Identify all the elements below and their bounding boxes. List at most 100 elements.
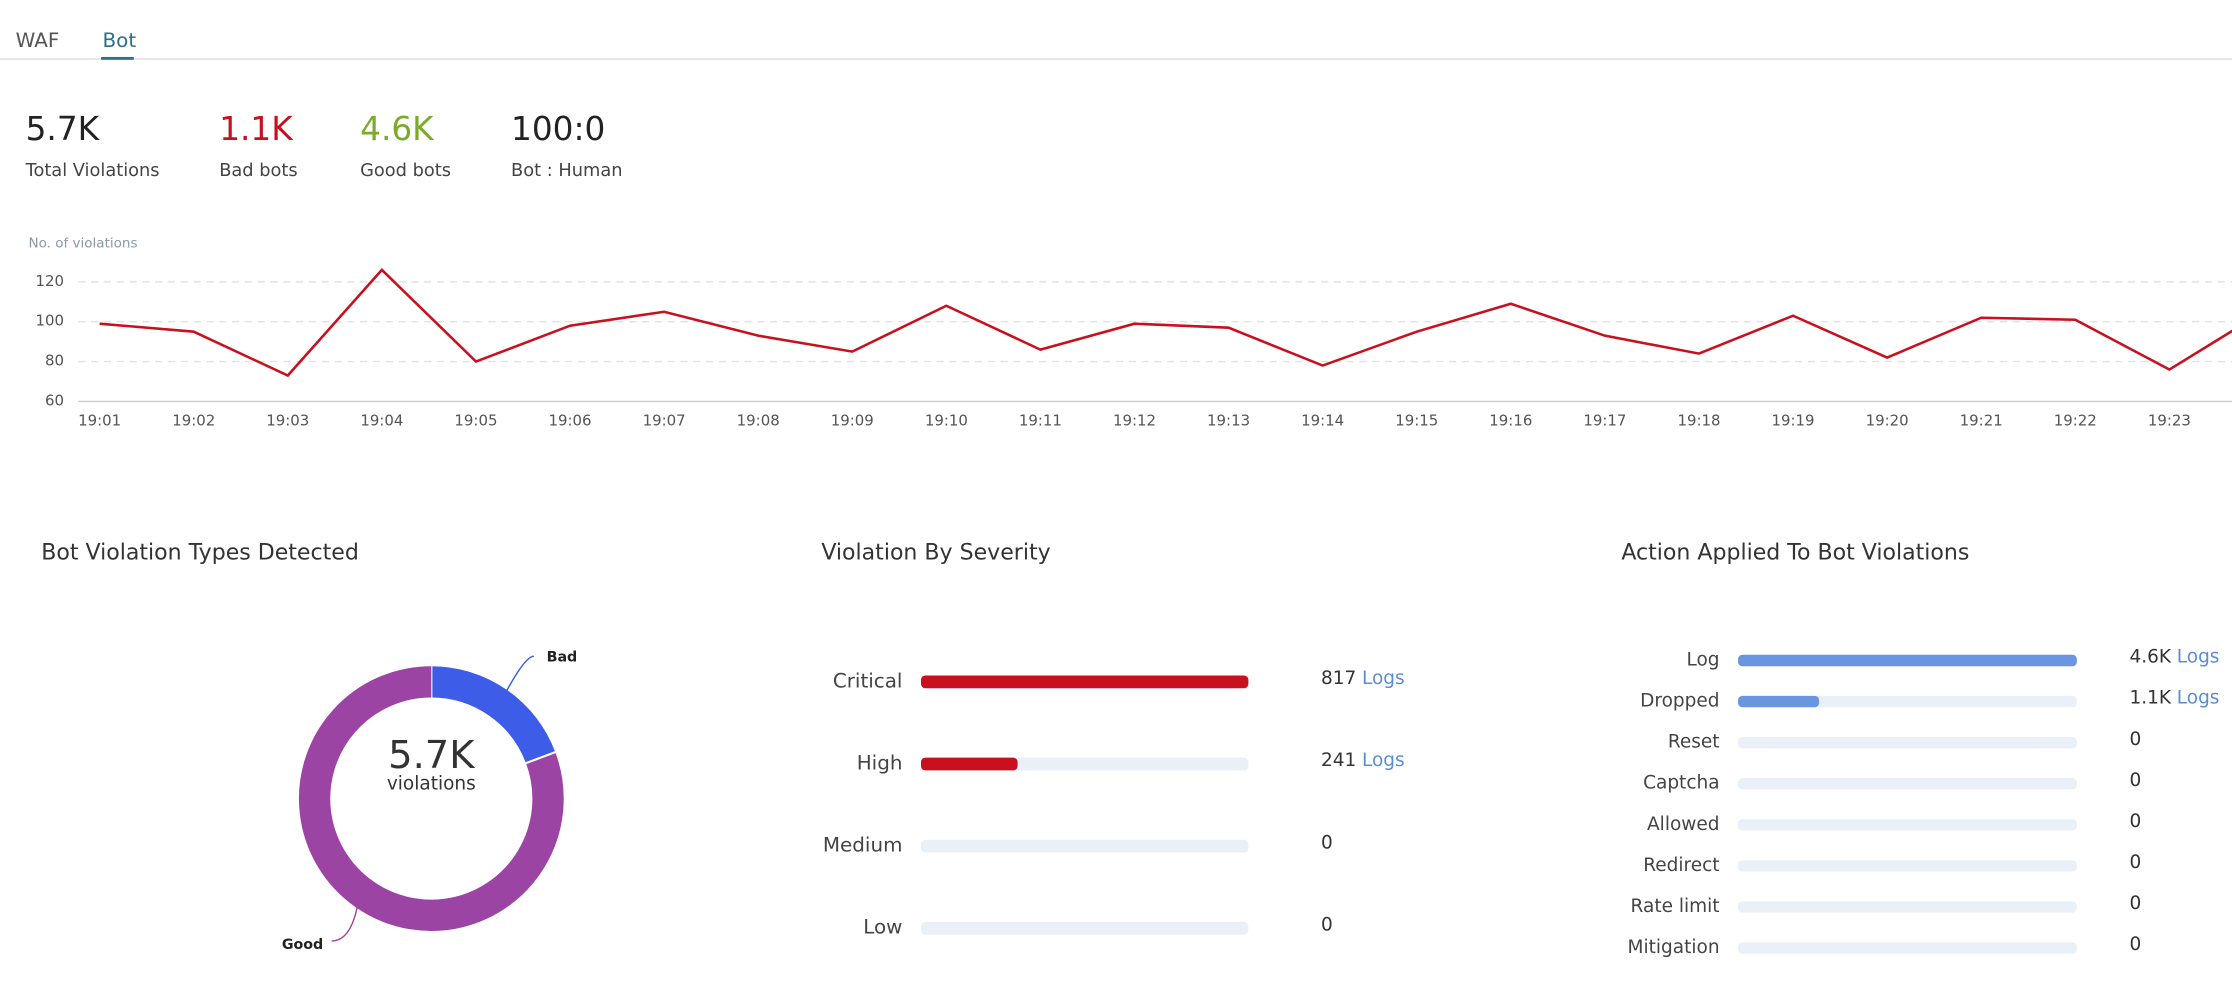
bar-track (1738, 901, 2077, 913)
x-tick-label: 19:18 (1677, 411, 1720, 429)
bar-track (920, 839, 1249, 853)
value-label: 0 (2130, 852, 2142, 873)
x-tick-label: 19:05 (454, 411, 497, 429)
x-tick-label: 19:04 (360, 411, 403, 429)
bar-value: 4.6K Logs (2130, 647, 2220, 668)
bar (1738, 695, 1820, 708)
value-label: 4.6K (2130, 647, 2172, 668)
x-tick-label: 19:09 (831, 411, 874, 429)
x-tick-label: 19:01 (78, 411, 121, 429)
logs-link[interactable]: Logs (2177, 647, 2220, 668)
bar-category: Rate limit (1631, 896, 1720, 917)
bar-category: Critical (833, 669, 903, 692)
x-tick-label: 19:15 (1395, 411, 1438, 429)
stat-label: Bot : Human (511, 160, 622, 181)
bar-value: 0 (1321, 832, 1333, 853)
y-tick-label: 60 (45, 391, 64, 409)
x-tick-label: 19:13 (1207, 411, 1250, 429)
axis-label: No. of violations (28, 235, 137, 251)
segment-label: Bad (547, 650, 578, 666)
donut-segment (298, 666, 564, 931)
bar (1738, 654, 2077, 667)
bar-track (1738, 736, 2077, 749)
y-tick-label: 100 (36, 312, 65, 330)
value-label: 0 (2130, 934, 2142, 955)
tab[interactable]: Bot (102, 29, 136, 52)
bar-value: 0 (1321, 914, 1333, 935)
x-tick-label: 19:22 (2054, 411, 2097, 429)
value-label: 0 (1321, 914, 1333, 935)
x-tick-label: 19:07 (643, 411, 686, 429)
x-tick-label: 19:21 (1960, 411, 2003, 429)
section-title: Violation By Severity (821, 541, 1050, 566)
tab[interactable]: WAF (16, 29, 60, 52)
stat-value: 100:0 (511, 110, 605, 148)
x-tick-label: 19:19 (1772, 411, 1815, 429)
value-label: 0 (2130, 770, 2142, 791)
bar-value: 1.1K Logs (2130, 688, 2220, 709)
bar-track (1738, 860, 2077, 872)
bar-track (1738, 942, 2077, 954)
bar-category: Log (1687, 649, 1720, 670)
x-tick-label: 19:02 (172, 411, 215, 429)
bar-category: Medium (823, 834, 903, 857)
bar-category: Allowed (1647, 814, 1720, 835)
stat-value: 4.6K (360, 110, 435, 148)
bar-value: 0 (2130, 852, 2142, 873)
x-tick-label: 19:14 (1301, 411, 1344, 429)
value-label: 0 (2130, 729, 2142, 750)
stat-label: Bad bots (219, 160, 297, 181)
bar (920, 757, 1018, 771)
bar-track (920, 921, 1249, 935)
bar-value: 0 (2130, 934, 2142, 955)
logs-link[interactable]: Logs (1362, 750, 1405, 771)
bar-value: 0 (2130, 770, 2142, 791)
x-tick-label: 19:20 (1866, 411, 1909, 429)
bar-value: 0 (2130, 811, 2142, 832)
donut-segment (430, 666, 556, 764)
value-label: 0 (2130, 811, 2142, 832)
logs-link[interactable]: Logs (1362, 668, 1405, 689)
value-label: 241 (1321, 750, 1356, 771)
bar (920, 675, 1249, 689)
x-tick-label: 19:12 (1113, 411, 1156, 429)
x-tick-label: 19:06 (549, 411, 592, 429)
stat-value: 5.7K (26, 110, 101, 148)
value-label: 0 (2130, 893, 2142, 914)
segment-label: Good (282, 937, 323, 953)
violations-line (99, 268, 2232, 378)
tab-underline (101, 56, 134, 60)
x-tick-label: 19:08 (737, 411, 780, 429)
value-label: 1.1K (2130, 688, 2172, 709)
y-tick-label: 80 (45, 352, 64, 370)
bar-value: 0 (2130, 893, 2142, 914)
bar-category: Mitigation (1628, 937, 1720, 958)
bar-category: High (857, 751, 903, 774)
x-tick-label: 19:10 (925, 411, 968, 429)
stat-label: Good bots (360, 160, 451, 181)
section-title: Bot Violation Types Detected (41, 541, 359, 566)
stat-value: 1.1K (219, 110, 294, 148)
stat-label: Total Violations (25, 160, 160, 181)
x-tick-label: 19:17 (1583, 411, 1626, 429)
donut-center-label: violations (387, 773, 476, 794)
bar-track (1738, 695, 2077, 708)
value-label: 0 (1321, 832, 1333, 853)
bar-category: Low (863, 916, 902, 939)
leader-line (504, 655, 534, 694)
x-tick-label: 19:16 (1489, 411, 1532, 429)
bar-track (1738, 819, 2077, 831)
bar-value: 0 (2130, 729, 2142, 750)
bar-value: 241 Logs (1321, 750, 1405, 771)
x-tick-label: 19:23 (2148, 411, 2191, 429)
x-tick-label: 19:03 (266, 411, 309, 429)
leader-line (331, 906, 358, 942)
segment-separator (525, 751, 556, 765)
y-tick-label: 120 (36, 272, 65, 290)
bar-category: Dropped (1640, 691, 1719, 712)
bar-category: Redirect (1643, 855, 1719, 876)
donut-center-value: 5.7K (388, 733, 475, 778)
value-label: 817 (1321, 668, 1356, 689)
logs-link[interactable]: Logs (2177, 688, 2220, 709)
